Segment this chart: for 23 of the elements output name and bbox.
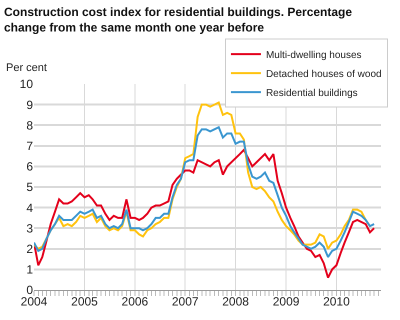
x-tick-label: 2005 — [71, 294, 98, 308]
x-tick-label: 2009 — [272, 294, 300, 308]
legend-label: Multi-dwelling houses — [266, 50, 362, 62]
y-axis-title: Per cent — [6, 62, 47, 74]
y-tick-label: 1 — [26, 262, 34, 277]
line-series — [34, 126, 376, 258]
y-tick-label: 3 — [26, 221, 34, 236]
line-series — [34, 148, 376, 279]
legend-label: Detached houses of wood — [266, 69, 382, 80]
legend-label: Residential buildings — [266, 88, 358, 100]
y-tick-label: 8 — [26, 118, 34, 132]
x-tick-label: 2008 — [222, 294, 250, 308]
y-tick-label: 9 — [26, 98, 34, 112]
y-tick-label: 5 — [26, 180, 34, 194]
x-tick-label: 2006 — [122, 294, 149, 308]
x-tick-label: 2010 — [323, 294, 350, 308]
x-tick-label: 2007 — [172, 294, 199, 308]
y-tick-label: 7 — [26, 139, 34, 153]
y-tick-label: 6 — [26, 160, 34, 174]
y-tick-label: 10 — [20, 77, 34, 92]
y-tick-label: 2 — [26, 242, 34, 256]
chart-title: Construction cost index for residential buildings. Percentage change from the same month one year before — [4, 5, 352, 35]
y-tick-label: 4 — [26, 200, 34, 215]
